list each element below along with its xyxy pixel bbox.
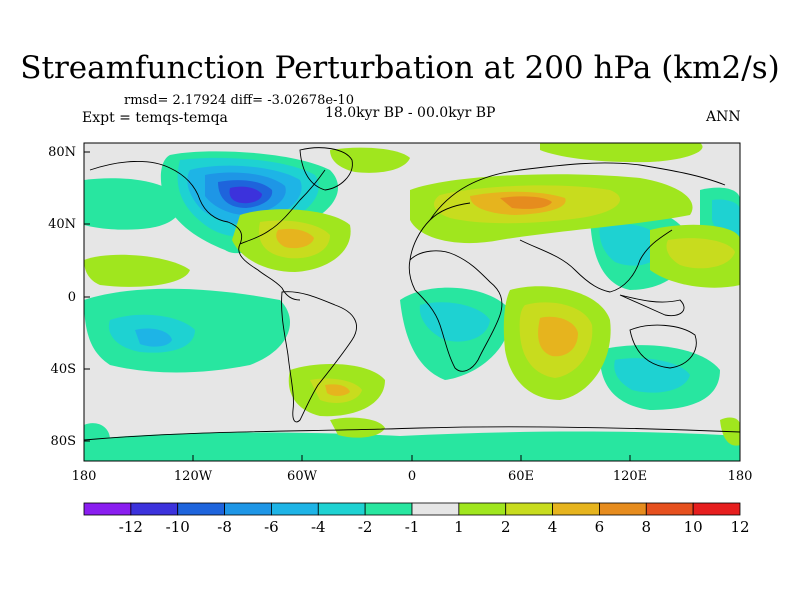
colorbar-swatch <box>224 502 272 516</box>
coastline-north-america <box>89 161 326 301</box>
colorbar-swatch <box>271 502 319 516</box>
contour-pos <box>538 316 578 357</box>
coastline-antarctica <box>84 426 740 441</box>
contour-pos <box>84 254 190 287</box>
colorbar-label: 10 <box>684 518 703 536</box>
contour-neg <box>419 302 490 342</box>
colorbar-swatch <box>692 502 741 516</box>
contour-neg <box>84 178 181 230</box>
colorbar-swatch <box>645 502 694 516</box>
lat-label: 0 <box>68 290 76 305</box>
coastline-australia <box>629 324 697 369</box>
colorbar-label: 1 <box>454 518 464 536</box>
contour-neg <box>712 199 740 236</box>
lat-label: 80N <box>48 145 76 160</box>
contour-neg <box>614 358 690 393</box>
colorbar-label: -10 <box>166 518 190 536</box>
colorbar-label: 4 <box>548 518 558 536</box>
lat-labels: 80N 40N 0 40S 80S <box>48 145 76 449</box>
contour-field <box>84 143 740 461</box>
colorbar-labels: -12 -10 -8 -6 -4 -2 -1 1 2 4 6 8 10 12 <box>119 518 750 536</box>
axis-ticks <box>83 151 741 461</box>
plot-title: Streamfunction Perturbation at 200 hPa (… <box>20 50 780 86</box>
lon-label: 120E <box>613 469 647 484</box>
lat-label: 80S <box>51 434 76 449</box>
contour-neg <box>599 223 665 266</box>
experiment-label: Expt = temqs-temqa <box>82 110 228 126</box>
lon-label: 120W <box>174 469 213 484</box>
contour-pos <box>500 196 552 209</box>
colorbar-label: 8 <box>642 518 652 536</box>
contour-pos <box>330 147 410 173</box>
colorbar-label: -12 <box>119 518 143 536</box>
colorbar-swatch <box>83 502 132 516</box>
lon-label: 180 <box>72 469 97 484</box>
contour-neg <box>135 328 172 347</box>
lon-label: 60E <box>508 469 534 484</box>
lat-label: 40S <box>51 362 76 377</box>
coastline-eurasia <box>429 162 726 293</box>
colorbar-swatch <box>177 502 225 516</box>
colorbar-label: 2 <box>501 518 511 536</box>
colorbar <box>83 502 741 516</box>
lon-label: 60W <box>287 469 318 484</box>
colorbar-label: 6 <box>595 518 605 536</box>
contour-neg <box>84 423 110 440</box>
colorbar-label: -4 <box>311 518 326 536</box>
colorbar-label: -6 <box>264 518 279 536</box>
lon-label: 180 <box>728 469 753 484</box>
lon-labels: 180 120W 60W 0 60E 120E 180 <box>72 469 753 484</box>
colorbar-label: -1 <box>405 518 420 536</box>
lon-label: 0 <box>408 469 416 484</box>
contour-neg <box>84 431 740 461</box>
colorbar-swatch <box>364 502 413 516</box>
colorbar-swatch <box>130 502 179 516</box>
contour-pos <box>325 384 350 396</box>
coastline-asia-islands <box>619 294 685 317</box>
colorbar-swatch <box>317 502 366 516</box>
contour-pos <box>276 228 314 249</box>
contour-pos <box>666 238 735 269</box>
period-label: 18.0kyr BP - 00.0kyr BP <box>325 105 496 121</box>
contour-neg <box>229 186 262 204</box>
contour-pos <box>330 417 385 438</box>
colorbar-label: 12 <box>730 518 749 536</box>
colorbar-swatch <box>505 502 553 516</box>
colorbar-swatch <box>599 502 647 516</box>
colorbar-label: -8 <box>217 518 232 536</box>
coastline-south-america <box>281 291 357 423</box>
colorbar-swatch <box>411 502 460 516</box>
colorbar-label: -2 <box>358 518 373 536</box>
colorbar-swatch <box>552 502 600 516</box>
coastline-greenland <box>299 147 353 191</box>
coastlines <box>84 147 740 441</box>
stats-line: rmsd= 2.17924 diff= -3.02678e-10 <box>124 93 354 108</box>
lat-label: 40N <box>48 217 76 232</box>
season-label: ANN <box>706 109 741 125</box>
colorbar-swatch <box>458 502 507 516</box>
contour-pos <box>540 143 703 163</box>
